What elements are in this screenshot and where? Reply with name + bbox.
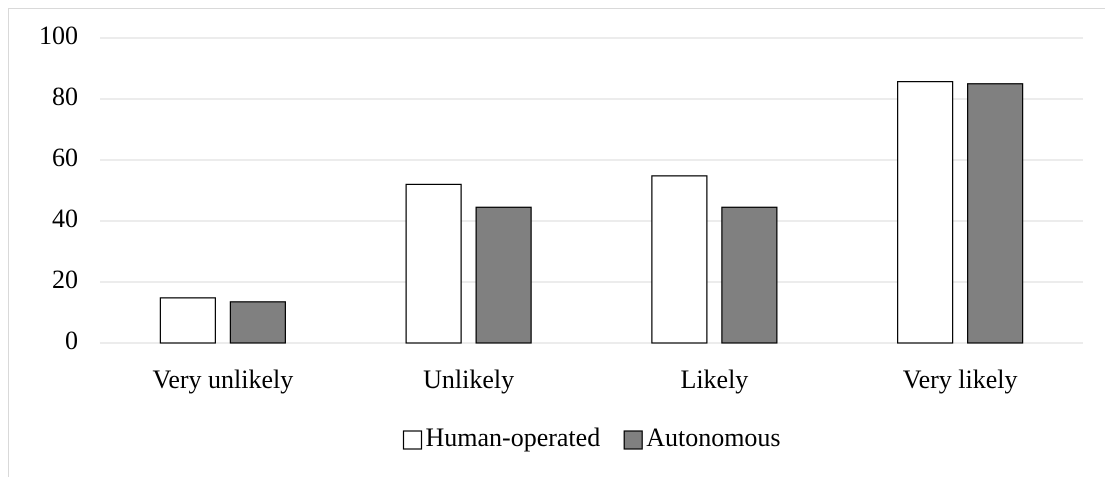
legend-label: Autonomous — [646, 423, 780, 452]
legend-swatch — [402, 430, 423, 450]
legend-swatch — [623, 430, 643, 450]
bar — [475, 206, 532, 344]
chart-frame — [8, 8, 1105, 477]
y-tick-label: 60 — [52, 143, 78, 172]
bar — [897, 81, 954, 344]
y-tick-label: 40 — [52, 204, 78, 233]
x-tick-label: Unlikely — [423, 365, 514, 394]
bar — [229, 301, 286, 344]
bar — [159, 297, 216, 344]
y-tick-label: 80 — [52, 82, 78, 111]
x-tick-label: Very likely — [903, 365, 1018, 394]
y-tick-label: 20 — [52, 265, 78, 294]
y-tick-label: 100 — [39, 21, 78, 50]
x-tick-label: Very unlikely — [152, 365, 293, 394]
y-tick-label: 0 — [65, 326, 78, 355]
bar — [405, 183, 462, 344]
x-tick-label: Likely — [680, 365, 748, 394]
bar — [651, 175, 708, 344]
bar — [967, 83, 1024, 344]
legend-label: Human-operated — [426, 423, 601, 452]
bar — [721, 206, 778, 344]
